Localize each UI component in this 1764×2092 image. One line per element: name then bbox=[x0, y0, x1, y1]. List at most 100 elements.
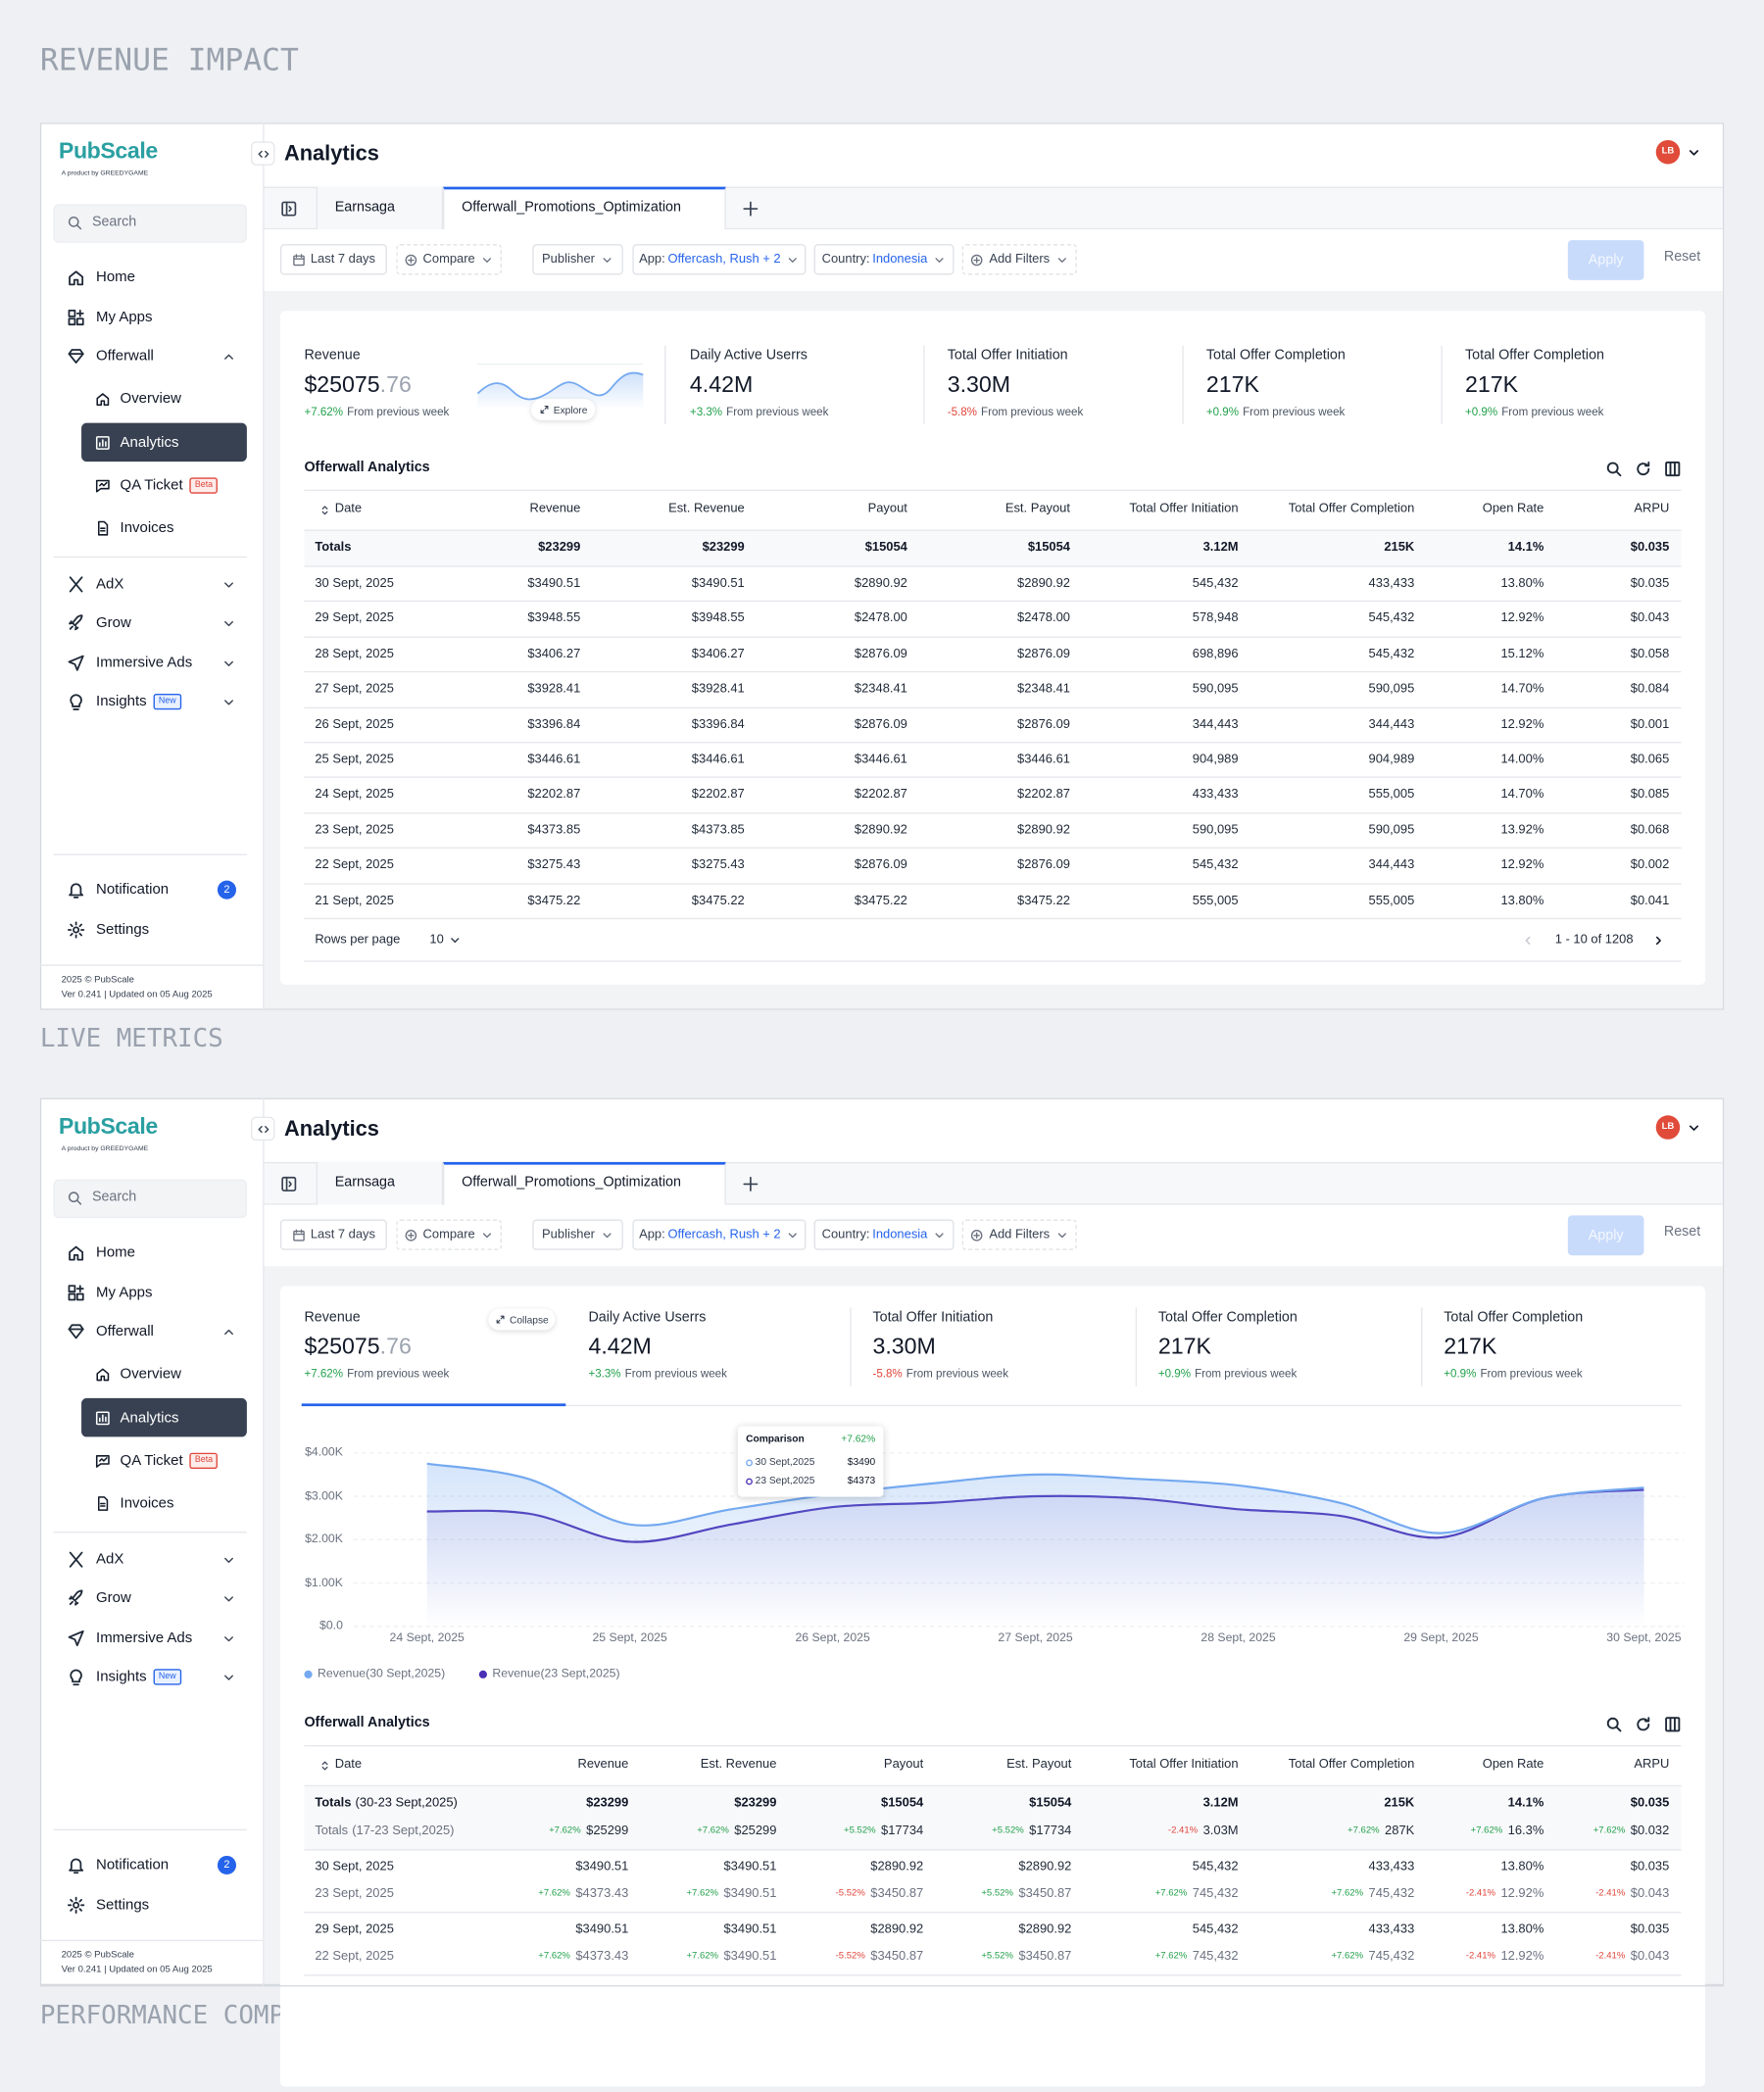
delta: +7.62% bbox=[1154, 1952, 1188, 1962]
legend-item[interactable]: Revenue(30 Sept,2025) bbox=[304, 1667, 445, 1680]
filter-chip[interactable]: Last 7 days bbox=[279, 244, 387, 275]
nav-divider bbox=[39, 964, 264, 966]
nav-subitem[interactable]: Overview bbox=[121, 1366, 181, 1382]
table-cell: $4373.85 bbox=[527, 822, 581, 838]
icon bbox=[935, 1232, 944, 1238]
sidebar-toggle[interactable] bbox=[250, 141, 275, 166]
filter-chip[interactable]: Publisher bbox=[532, 1219, 623, 1250]
kpi-delta-note: From previous week bbox=[1480, 1366, 1583, 1381]
search-box[interactable] bbox=[53, 1179, 247, 1219]
tab[interactable] bbox=[316, 1161, 444, 1205]
nav-label[interactable]: Notification bbox=[96, 881, 170, 899]
content-card bbox=[279, 311, 1706, 985]
nav-item[interactable]: Immersive Ads bbox=[96, 1630, 192, 1646]
nav-subitem[interactable]: QA Ticket Beta bbox=[121, 1453, 219, 1469]
filter-chip[interactable]: Compare bbox=[396, 244, 502, 275]
table-rule bbox=[304, 1849, 1682, 1851]
nav-subitem[interactable]: Overview bbox=[121, 391, 181, 407]
nav-subitem[interactable]: Analytics bbox=[121, 435, 179, 451]
x-tick-label: 25 Sept, 2025 bbox=[592, 1630, 667, 1644]
avatar[interactable]: LB bbox=[1655, 1115, 1681, 1140]
x-tick-label: 24 Sept, 2025 bbox=[389, 1630, 465, 1644]
nav-item[interactable]: Home bbox=[96, 1244, 135, 1260]
legend-item[interactable]: Revenue(23 Sept,2025) bbox=[478, 1667, 620, 1680]
filter-chip[interactable]: App: Offercash, Rush + 2 bbox=[632, 244, 807, 275]
icon-part bbox=[742, 1176, 758, 1192]
icon-part bbox=[95, 1455, 110, 1468]
nav-label: AdX bbox=[96, 1551, 124, 1568]
nav-label: Overview bbox=[120, 390, 181, 408]
filter-chip[interactable]: Country: Indonesia bbox=[813, 1219, 955, 1250]
nav-item[interactable]: Immersive Ads bbox=[96, 655, 192, 670]
nav-label[interactable]: Notification bbox=[96, 1857, 170, 1873]
value: $4373.43 bbox=[575, 1885, 629, 1901]
icon-part bbox=[95, 479, 110, 493]
apply-button[interactable]: Apply bbox=[1567, 1215, 1644, 1256]
icon-part bbox=[223, 660, 233, 666]
footer-text: 2025 © PubScale bbox=[61, 1950, 134, 1961]
collapse-button[interactable]: Collapse bbox=[488, 1308, 556, 1331]
x-tick-label: 30 Sept, 2025 bbox=[1606, 1630, 1682, 1644]
filter-chip[interactable]: Compare bbox=[396, 1219, 502, 1250]
icon bbox=[320, 505, 327, 514]
value: $17734 bbox=[881, 1823, 924, 1838]
table-cell: $3490.51 bbox=[527, 575, 581, 591]
table-cell: $3275.43 bbox=[527, 857, 581, 873]
filter-chip[interactable]: Last 7 days bbox=[279, 1219, 387, 1250]
icon-part bbox=[96, 393, 110, 407]
nav-item[interactable]: Offerwall bbox=[96, 348, 154, 364]
nav-item[interactable]: Insights New bbox=[96, 1669, 182, 1685]
filter-chip[interactable]: Country: Indonesia bbox=[813, 244, 955, 275]
nav-subitem[interactable]: Invoices bbox=[121, 520, 174, 536]
tab[interactable] bbox=[443, 186, 726, 230]
nav-subitem[interactable]: QA Ticket Beta bbox=[120, 477, 219, 494]
nav-label[interactable]: Settings bbox=[96, 921, 150, 939]
nav-subitem[interactable]: Analytics bbox=[121, 1410, 179, 1426]
icon bbox=[223, 1595, 233, 1601]
icon bbox=[69, 576, 83, 593]
sidebar-toggle[interactable] bbox=[250, 1116, 275, 1142]
tab[interactable] bbox=[316, 186, 444, 230]
tab[interactable] bbox=[443, 1161, 726, 1205]
kpi-delta-value: +7.62% bbox=[304, 1366, 344, 1381]
nav-subitem[interactable]: Invoices bbox=[121, 1495, 174, 1511]
filter-chip[interactable]: App: Offercash, Rush + 2 bbox=[632, 1219, 807, 1250]
nav-item[interactable]: AdX bbox=[96, 1551, 123, 1567]
kpi-value-main: 4.42M bbox=[588, 1334, 652, 1359]
reset-button[interactable]: Reset bbox=[1663, 248, 1701, 265]
nav-item[interactable]: My Apps bbox=[96, 1285, 152, 1300]
reset-button[interactable]: Reset bbox=[1663, 1223, 1701, 1241]
nav-item[interactable]: Grow bbox=[96, 1590, 131, 1606]
table-cell: $0.084 bbox=[1630, 681, 1670, 697]
avatar[interactable]: LB bbox=[1655, 139, 1681, 165]
icon-part bbox=[99, 1414, 107, 1423]
column-header: Open Rate bbox=[1482, 501, 1544, 516]
icon-part bbox=[223, 581, 233, 587]
apply-button[interactable]: Apply bbox=[1567, 240, 1644, 280]
sparkline-part bbox=[477, 372, 644, 411]
value: $3450.87 bbox=[1018, 1885, 1072, 1901]
rows-per-page[interactable]: 10 bbox=[429, 933, 461, 948]
nav-label[interactable]: Settings bbox=[96, 1897, 150, 1914]
nav-item[interactable]: Offerwall bbox=[96, 1324, 154, 1339]
nav-item[interactable]: My Apps bbox=[96, 310, 152, 325]
explore-button[interactable]: Explore bbox=[530, 399, 596, 420]
icon bbox=[69, 270, 84, 286]
filter-value: Indonesia bbox=[872, 1227, 928, 1242]
column-header: Payout bbox=[867, 501, 907, 516]
nav-item[interactable]: Home bbox=[96, 269, 135, 285]
nav-item[interactable]: Insights New bbox=[96, 694, 182, 709]
icon-part bbox=[1606, 461, 1618, 473]
nav-label: QA Ticket bbox=[120, 477, 183, 494]
search-box[interactable] bbox=[53, 204, 247, 243]
nav-item[interactable]: Grow bbox=[96, 615, 131, 631]
nav-label: AdX bbox=[96, 576, 124, 593]
table-cell: $0.035 bbox=[1630, 1859, 1670, 1874]
filter-chip[interactable]: Add Filters bbox=[961, 244, 1077, 275]
table-cell: 14.70% bbox=[1500, 681, 1544, 697]
nav-item[interactable]: AdX bbox=[96, 576, 123, 592]
filter-chip[interactable]: Publisher bbox=[532, 244, 623, 275]
icon-part bbox=[1664, 461, 1680, 476]
column-header: Revenue bbox=[529, 501, 581, 516]
filter-chip[interactable]: Add Filters bbox=[961, 1219, 1077, 1250]
